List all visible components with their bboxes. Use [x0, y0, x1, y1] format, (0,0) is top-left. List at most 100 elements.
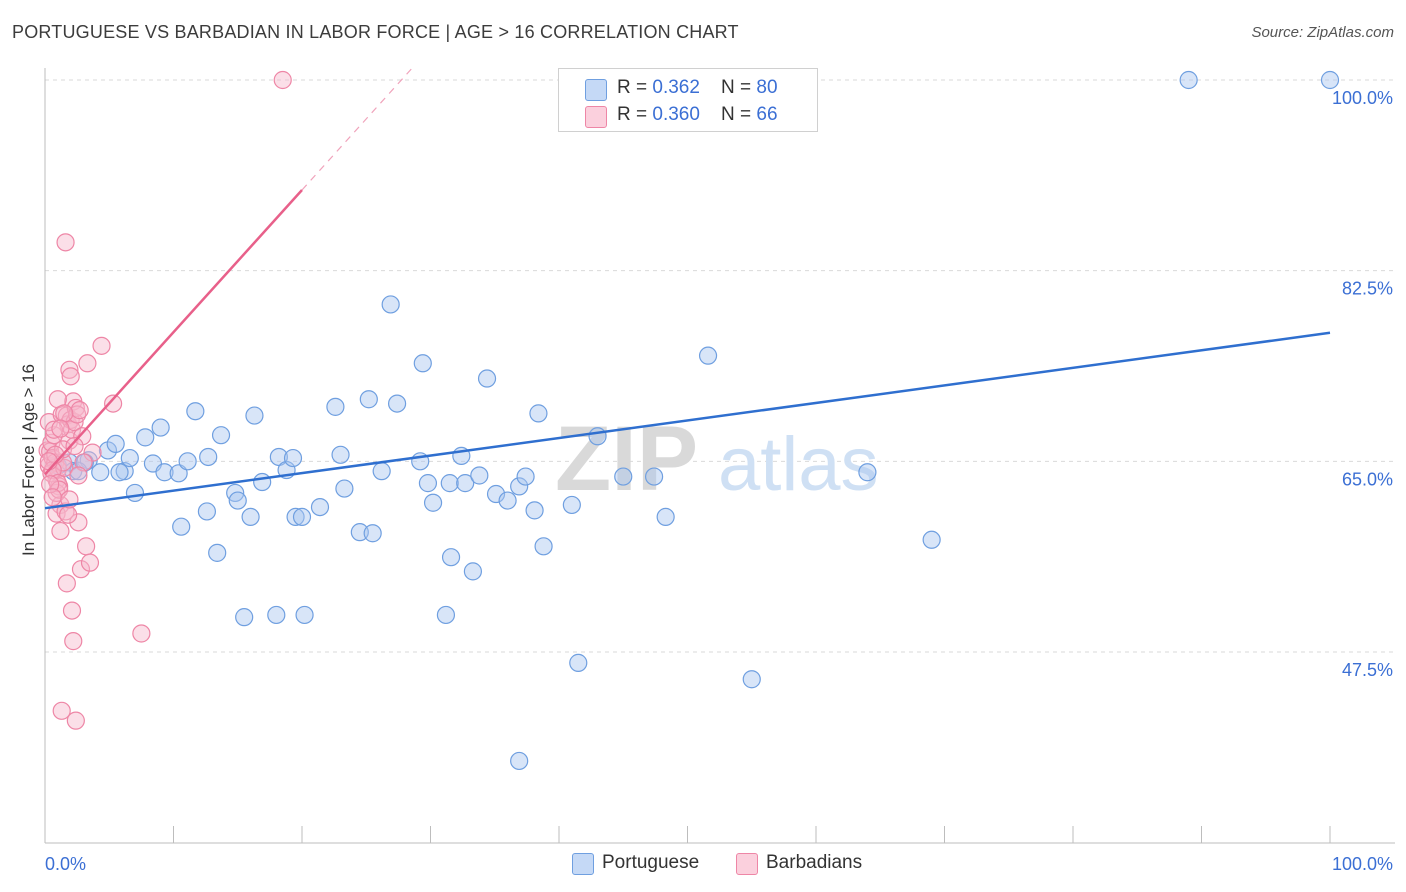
barbadians-point: [92, 336, 111, 355]
chart-title: PORTUGUESE VS BARBADIAN IN LABOR FORCE |…: [12, 22, 739, 42]
portuguese-point: [295, 605, 314, 625]
legend-r-value: 0.360: [652, 104, 700, 125]
barbadians-point: [70, 401, 89, 420]
y-tick-label: 47.5%: [1342, 660, 1393, 680]
portuguese-point: [456, 474, 475, 493]
portuguese-point: [110, 463, 129, 482]
portuguese-point: [199, 447, 218, 467]
portuguese-point: [510, 751, 529, 771]
barbadians-point: [43, 488, 62, 507]
legend-r-label: R =: [617, 104, 653, 125]
legend-n-label: N =: [721, 77, 757, 98]
portuguese-point: [155, 463, 174, 482]
portuguese-point: [588, 427, 607, 446]
portuguese-point: [350, 523, 369, 542]
portuguese-point: [486, 484, 506, 504]
portuguese-point: [120, 448, 139, 468]
portuguese-point: [283, 448, 303, 468]
portuguese-point: [413, 354, 432, 373]
portuguese-point: [151, 418, 170, 437]
portuguese-point: [245, 406, 264, 425]
watermark-zip: ZIP: [555, 408, 698, 510]
barbadians-point: [39, 452, 58, 471]
barbadians-point: [59, 505, 78, 524]
barbadians-point: [57, 574, 76, 593]
legend-label-portuguese: Portuguese: [602, 852, 700, 873]
portuguese-point: [470, 466, 489, 485]
portuguese-point: [569, 653, 588, 672]
portuguese-trend-line: [44, 331, 1331, 510]
portuguese-point: [1179, 70, 1198, 90]
portuguese-point: [529, 404, 548, 423]
portuguese-point: [440, 474, 459, 493]
portuguese-point: [644, 467, 664, 486]
portuguese-point: [742, 670, 761, 689]
portuguese-point: [235, 608, 254, 627]
y-tick-label: 100.0%: [1332, 88, 1393, 108]
portuguese-point: [197, 502, 217, 521]
barbadians-point: [104, 394, 123, 413]
portuguese-point: [656, 507, 675, 526]
portuguese-point: [253, 472, 272, 492]
portuguese-point: [922, 530, 941, 549]
portuguese-point: [418, 474, 438, 493]
legend-n-label: N =: [721, 104, 757, 125]
portuguese-point: [136, 428, 155, 447]
portuguese-point: [286, 507, 305, 526]
portuguese-point: [498, 491, 517, 510]
portuguese-point: [372, 462, 391, 481]
portuguese-point: [359, 390, 378, 409]
legend-swatch-barbadians: [736, 853, 758, 875]
portuguese-point: [241, 507, 260, 526]
portuguese-point: [423, 493, 443, 512]
barbadians-point: [44, 420, 64, 439]
barbadians-point: [61, 367, 80, 386]
barbadians-point: [69, 513, 88, 532]
x-tick-label: 0.0%: [45, 854, 86, 874]
barbadians-point: [64, 632, 83, 651]
portuguese-point: [292, 507, 312, 526]
barbadians-point: [65, 436, 84, 456]
legend-r-label: R =: [617, 77, 653, 98]
gridlines: [45, 79, 1395, 653]
y-tick-label: 82.5%: [1342, 279, 1393, 299]
legend-swatch-barbadians: [585, 106, 607, 128]
portuguese-point: [326, 397, 345, 416]
legend-swatch-portuguese: [572, 853, 594, 875]
barbadians-point: [62, 601, 82, 620]
legend-swatch-portuguese: [585, 79, 607, 101]
portuguese-point: [858, 463, 877, 482]
y-tick-labels: 47.5% 65.0% 82.5% 100.0%: [1332, 88, 1393, 680]
portuguese-point: [331, 445, 350, 464]
portuguese-point: [510, 477, 529, 496]
portuguese-point: [387, 394, 407, 413]
barbadians-point: [48, 474, 67, 493]
barbadians-point: [273, 70, 292, 90]
barbadians-point: [52, 701, 71, 720]
portuguese-point: [186, 402, 205, 421]
barbadians-point: [78, 354, 97, 373]
portuguese-point: [208, 543, 227, 562]
portuguese-point: [172, 517, 191, 536]
portuguese-point: [211, 426, 231, 445]
barbadians-point: [69, 466, 88, 485]
portuguese-point: [310, 497, 330, 517]
portuguese-point: [125, 483, 145, 503]
barbadians-point: [55, 404, 74, 423]
portuguese-point: [178, 452, 197, 471]
portuguese-point: [436, 605, 456, 625]
legend-r-value: 0.362: [652, 77, 700, 98]
legend-label-barbadians: Barbadians: [766, 852, 863, 873]
watermark-atlas: atlas: [718, 422, 879, 507]
barbadians-point: [51, 521, 70, 541]
x-tick-label: 100.0%: [1332, 854, 1393, 874]
trend-lines: [44, 68, 1331, 510]
barbadians-point: [77, 537, 96, 556]
portuguese-point: [228, 491, 247, 510]
legend-n-value: 66: [756, 104, 778, 125]
barbadians-trend-line: [44, 189, 303, 476]
legend-n-value: 80: [756, 77, 778, 98]
barbadians-point: [60, 360, 79, 379]
portuguese-point: [477, 369, 497, 388]
